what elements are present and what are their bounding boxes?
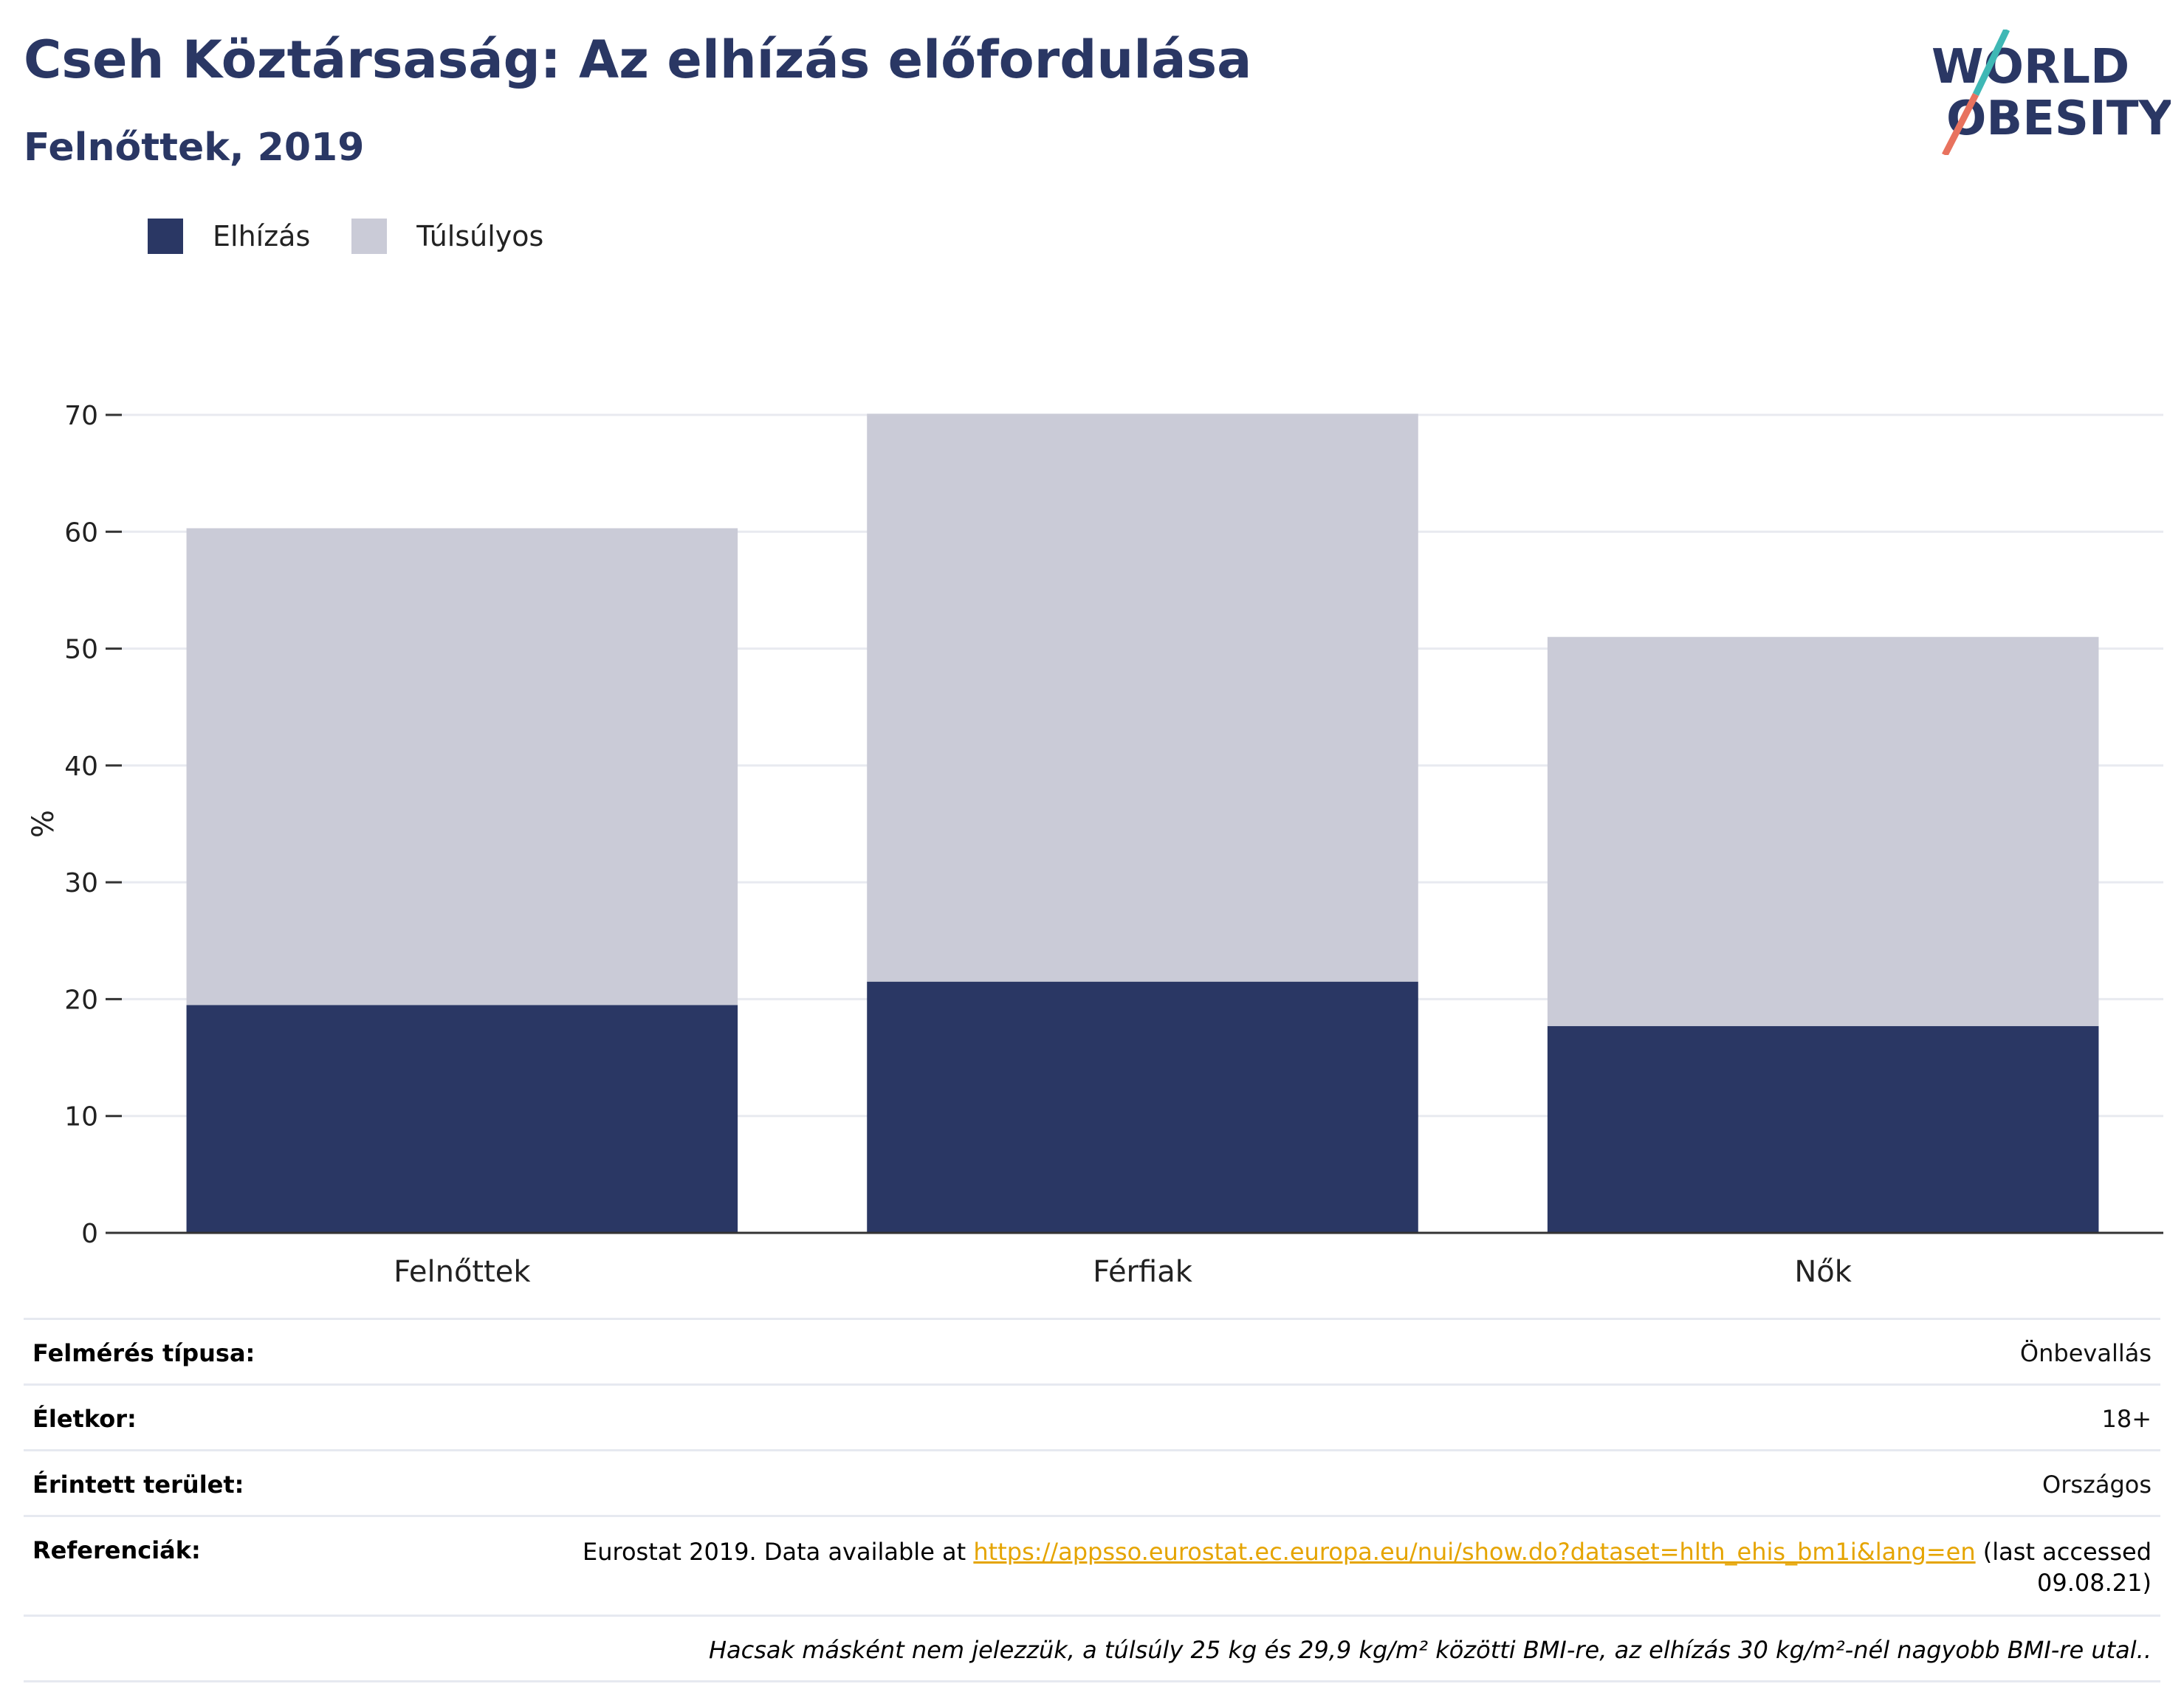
meta-value-age: 18+	[2101, 1405, 2152, 1433]
y-tick-label-20: 20	[64, 985, 98, 1015]
logo-line2: OBESITY	[1946, 92, 2171, 146]
meta-row-area: Érintett terület: Országos	[24, 1449, 2160, 1515]
bar-overweight-1[interactable]	[186, 528, 738, 1005]
chart-legend: Elhízás Túlsúlyos	[148, 219, 585, 254]
bar-obesity-1[interactable]	[186, 1005, 738, 1233]
y-tick-label-30: 30	[64, 868, 98, 898]
bar-obesity-3[interactable]	[1547, 1025, 2099, 1233]
y-tick-label-60: 60	[64, 518, 98, 548]
meta-row-age: Életkor: 18+	[24, 1383, 2160, 1449]
legend-item-obesity[interactable]: Elhízás	[148, 219, 310, 254]
x-tick-label-1: Felnőttek	[394, 1255, 531, 1285]
reference-link[interactable]: https://appsso.eurostat.ec.europa.eu/nui…	[973, 1538, 1976, 1566]
axes: 0 10 20 30 40 50 60 70% Felnőttek Férfiak Nők	[27, 401, 2163, 1285]
x-tick-label-3: Nők	[1794, 1255, 1852, 1285]
meta-label-references: Referenciák:	[32, 1536, 201, 1564]
meta-row-references: Referenciák: Eurostat 2019. Data availab…	[24, 1515, 2160, 1615]
meta-label-area: Érintett terület:	[32, 1471, 244, 1499]
y-tick-label-50: 50	[64, 635, 98, 665]
bar-overweight-2[interactable]	[867, 413, 1418, 982]
chart-subtitle: Felnőttek, 2019	[24, 126, 365, 170]
world-obesity-logo: WORLD OBESITY	[1931, 30, 2171, 155]
stacked-bar-chart: 0 10 20 30 40 50 60 70% Felnőttek Férfiak Nők	[27, 401, 2163, 1285]
reference-suffix: (last accessed	[1975, 1538, 2152, 1566]
meta-row-survey-type: Felmérés típusa: Önbevallás	[24, 1318, 2160, 1383]
y-tick-label-40: 40	[64, 752, 98, 782]
meta-value-survey-type: Önbevallás	[2019, 1339, 2152, 1367]
legend-label-overweight: Túlsúlyos	[416, 220, 544, 252]
bars	[186, 413, 2099, 1233]
bar-overweight-3[interactable]	[1547, 636, 2099, 1026]
metadata-table: Felmérés típusa: Önbevallás Életkor: 18+…	[24, 1318, 2160, 1682]
bmi-note: Hacsak másként nem jelezzük, a túlsúly 2…	[708, 1636, 2152, 1664]
y-axis-label: %	[27, 810, 61, 838]
y-tick-label-0: 0	[81, 1219, 98, 1249]
chart-title: Cseh Köztársaság: Az elhízás előfordulás…	[24, 30, 1252, 90]
meta-row-note: Hacsak másként nem jelezzük, a túlsúly 2…	[24, 1615, 2160, 1682]
reference-prefix: Eurostat 2019. Data available at	[583, 1538, 974, 1566]
y-tick-label-10: 10	[64, 1102, 98, 1132]
meta-value-area: Országos	[2042, 1471, 2152, 1499]
x-tick-label-2: Férfiak	[1093, 1255, 1193, 1285]
meta-label-survey-type: Felmérés típusa:	[32, 1339, 255, 1367]
legend-label-obesity: Elhízás	[213, 220, 311, 252]
legend-item-overweight[interactable]: Túlsúlyos	[351, 219, 543, 254]
reference-suffix-date: 09.08.21)	[2037, 1569, 2152, 1597]
legend-swatch-obesity	[148, 219, 183, 254]
bar-obesity-2[interactable]	[867, 981, 1418, 1233]
meta-label-age: Életkor:	[32, 1405, 137, 1433]
legend-swatch-overweight	[351, 219, 388, 254]
y-tick-label-70: 70	[64, 401, 98, 431]
logo-line1: WORLD	[1931, 40, 2129, 94]
meta-value-references: Eurostat 2019. Data available at https:/…	[583, 1536, 2152, 1598]
